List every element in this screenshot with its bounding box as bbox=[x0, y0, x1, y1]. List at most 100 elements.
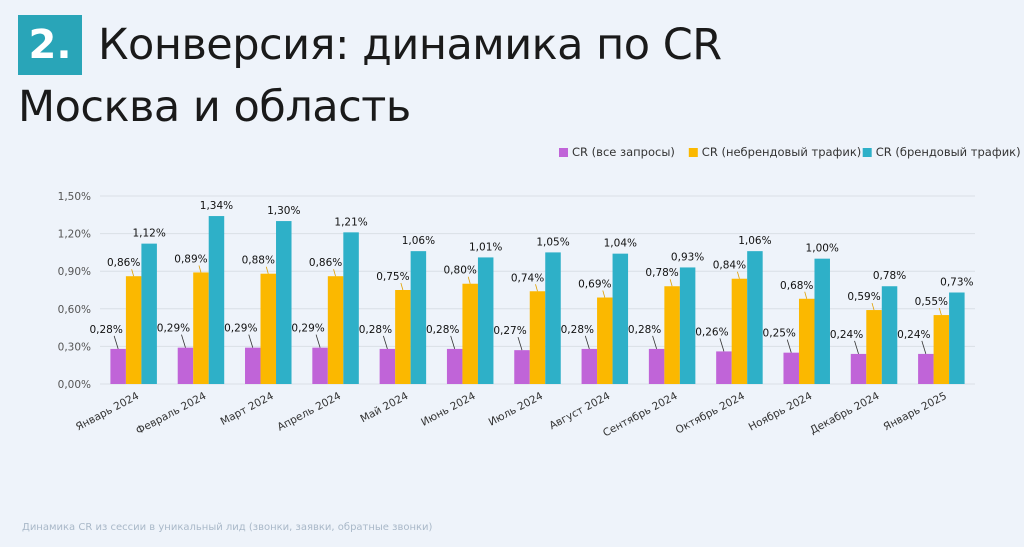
data-label: 0,24% bbox=[830, 329, 863, 341]
x-tick-label: Сентябрь 2024 bbox=[601, 390, 680, 439]
leader-line bbox=[584, 335, 590, 350]
leader-line bbox=[315, 334, 321, 348]
y-tick-label: 0,60% bbox=[58, 304, 91, 316]
bar bbox=[379, 348, 396, 384]
data-label: 1,04% bbox=[604, 238, 637, 250]
bar bbox=[783, 352, 799, 384]
bar bbox=[866, 310, 882, 384]
leader-line bbox=[450, 335, 456, 350]
x-tick-label: Январь 2024 bbox=[74, 390, 141, 433]
bar bbox=[177, 347, 194, 384]
bar bbox=[514, 350, 530, 384]
legend-label: CR (небрендовый трафик) bbox=[702, 145, 862, 159]
bar bbox=[747, 251, 763, 384]
y-tick-label: 1,20% bbox=[58, 229, 91, 241]
data-label: 0,29% bbox=[224, 323, 257, 335]
leader-line bbox=[719, 338, 725, 352]
y-tick-label: 0,30% bbox=[58, 341, 91, 353]
bar bbox=[410, 251, 427, 384]
x-tick-label: Май 2024 bbox=[358, 390, 410, 425]
bar bbox=[343, 232, 359, 384]
bar bbox=[612, 253, 629, 384]
bar bbox=[260, 273, 277, 384]
x-tick-label: Июль 2024 bbox=[487, 390, 546, 429]
bar bbox=[664, 286, 680, 384]
legend-label: CR (брендовый трафик) bbox=[876, 145, 1021, 159]
bar bbox=[477, 257, 494, 384]
leader-line bbox=[113, 335, 119, 350]
bar bbox=[327, 276, 344, 384]
data-label: 0,78% bbox=[873, 270, 906, 282]
y-tick-label: 1,50% bbox=[58, 191, 91, 203]
leader-line bbox=[265, 266, 269, 274]
data-label: 0,93% bbox=[671, 251, 704, 263]
x-tick-label: Февраль 2024 bbox=[134, 390, 209, 437]
bar bbox=[125, 276, 142, 384]
bar bbox=[581, 348, 598, 384]
data-label: 1,06% bbox=[738, 235, 771, 247]
data-label: 1,34% bbox=[200, 200, 233, 212]
data-label: 0,74% bbox=[511, 272, 544, 284]
footer-note: Динамика CR из сессии в уникальный лид (… bbox=[22, 522, 433, 533]
y-tick-label: 0,00% bbox=[58, 379, 91, 391]
bar bbox=[545, 252, 561, 384]
title-block: 2. Конверсия: динамика по CR Москва и об… bbox=[18, 14, 722, 132]
data-label: 0,84% bbox=[713, 260, 746, 272]
data-label: 0,28% bbox=[426, 324, 459, 336]
legend-swatch bbox=[688, 148, 698, 157]
leader-line bbox=[383, 335, 388, 350]
data-label: 0,28% bbox=[628, 324, 661, 336]
leader-line bbox=[467, 276, 471, 284]
data-label: 0,68% bbox=[780, 280, 813, 292]
leader-line bbox=[938, 307, 942, 316]
section-number-badge: 2. bbox=[18, 15, 82, 75]
bar bbox=[679, 267, 696, 384]
data-label: 0,26% bbox=[695, 326, 728, 338]
data-label: 0,25% bbox=[763, 328, 796, 340]
bar bbox=[798, 298, 815, 384]
bar bbox=[141, 243, 157, 384]
bar bbox=[949, 292, 965, 384]
x-tick-label: Ноябрь 2024 bbox=[747, 390, 815, 434]
data-label: 0,78% bbox=[645, 267, 678, 279]
data-label: 0,73% bbox=[940, 277, 973, 289]
x-tick-label: Август 2024 bbox=[547, 390, 612, 432]
leader-line bbox=[804, 291, 808, 299]
leader-line bbox=[181, 334, 186, 348]
bar bbox=[312, 347, 328, 384]
data-label: 0,80% bbox=[444, 265, 477, 277]
data-label: 1,30% bbox=[267, 205, 300, 217]
x-tick-label: Октябрь 2024 bbox=[674, 390, 747, 437]
leader-line bbox=[535, 284, 538, 292]
data-label: 0,27% bbox=[493, 325, 526, 337]
leader-line bbox=[786, 339, 792, 353]
leader-line bbox=[871, 302, 875, 311]
data-label: 0,75% bbox=[376, 271, 409, 283]
legend-swatch bbox=[862, 148, 872, 157]
bar bbox=[597, 297, 613, 384]
data-label: 0,29% bbox=[157, 323, 190, 335]
bar bbox=[529, 291, 546, 384]
x-tick-label: Март 2024 bbox=[219, 390, 276, 428]
legend-swatch bbox=[559, 148, 568, 157]
y-tick-label: 0,90% bbox=[58, 266, 91, 278]
bar bbox=[648, 348, 665, 384]
data-label: 1,21% bbox=[334, 216, 367, 228]
leader-line bbox=[669, 279, 673, 287]
leader-line bbox=[921, 340, 927, 355]
data-label: 0,88% bbox=[242, 255, 275, 267]
bar bbox=[395, 290, 411, 384]
page-title: Конверсия: динамика по CR bbox=[98, 20, 722, 70]
data-label: 1,05% bbox=[536, 236, 569, 248]
bar bbox=[245, 347, 261, 384]
leader-line bbox=[737, 271, 740, 279]
bar bbox=[462, 283, 478, 384]
bar bbox=[276, 221, 292, 384]
data-label: 0,28% bbox=[561, 324, 594, 336]
leader-line bbox=[854, 340, 859, 355]
data-label: 0,86% bbox=[107, 257, 140, 269]
bar bbox=[208, 216, 225, 384]
data-label: 1,00% bbox=[806, 243, 839, 255]
data-label: 0,55% bbox=[915, 296, 948, 308]
